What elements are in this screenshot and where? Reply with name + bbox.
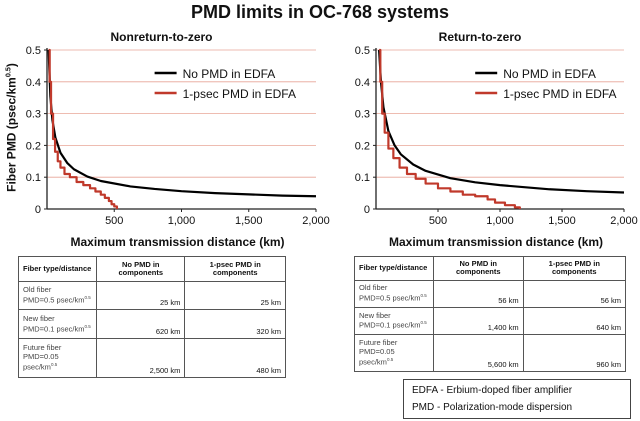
fiber-pmd: PMD=0.1 psec/km0.5	[23, 323, 91, 333]
x-tick-label: 1,000	[486, 215, 514, 227]
chart-title: Return-to-zero	[439, 30, 522, 44]
y-tick-label: 0.3	[26, 109, 41, 121]
table-cell: 640 km	[522, 306, 627, 335]
x-tick-label: 1,000	[168, 215, 196, 227]
y-tick-label: 0.2	[26, 140, 41, 152]
legend-label: 1-psec PMD in EDFA	[183, 87, 296, 101]
table-row: New fiber PMD=0.1 psec/km0.5 620 km 320 …	[17, 309, 286, 340]
table-nrz: Fiber type/distance No PMD in components…	[17, 256, 286, 378]
table-cell: 56 km	[522, 279, 627, 308]
legend-label: 1-psec PMD in EDFA	[503, 87, 616, 101]
y-tick-label: 0.3	[355, 109, 370, 121]
table-cell: 5,600 km	[432, 333, 524, 373]
y-tick-label: 0.1	[355, 172, 370, 184]
fiber-pmd: PMD=0.5 psec/km0.5	[359, 293, 427, 303]
x-tick-label: 2,000	[610, 215, 638, 227]
table-header-cell: 1-psec PMD in components	[522, 256, 627, 281]
fiber-pmd: PMD=0.5 psec/km0.5	[23, 294, 91, 305]
table-cell: 56 km	[432, 279, 524, 308]
chart-title: Nonreturn-to-zero	[111, 30, 213, 44]
table-rz: Fiber type/distance No PMD in components…	[354, 256, 627, 373]
fiber-pmd: PMD=0.1 psec/km0.5	[359, 320, 427, 330]
table-row: New fiber PMD=0.1 psec/km0.5 1,400 km 64…	[354, 306, 627, 335]
series-line-1psec-pmd	[379, 48, 521, 209]
y-tick-label: 0.5	[26, 45, 41, 57]
table-row: Future fiber PMD=0.05 psec/km0.5 2,500 k…	[17, 338, 286, 378]
table-header-row: Fiber type/distance No PMD in components…	[17, 256, 286, 282]
table-row: Old fiber PMD=0.5 psec/km0.5 25 km 25 km	[17, 280, 286, 311]
series-line-1psec-pmd	[48, 48, 119, 209]
page-title: PMD limits in OC-768 systems	[190, 2, 450, 22]
y-tick-label: 0	[35, 204, 41, 216]
abbreviation-edfa: EDFA - Erbium-doped fiber amplifier	[412, 385, 573, 396]
table-row-label: Future fiber PMD=0.05 psec/km0.5	[17, 338, 98, 378]
x-axis-label: Maximum transmission distance (km)	[389, 235, 603, 249]
table-cell: 480 km	[184, 338, 286, 378]
table-header-cell: No PMD in components	[432, 256, 524, 281]
x-tick-label: 500	[105, 215, 123, 227]
fiber-type: Old fiber	[23, 285, 52, 295]
table-header-cell: Fiber type/distance	[17, 256, 98, 282]
fiber-type: New fiber	[23, 313, 55, 323]
fiber-type: Old fiber	[359, 283, 388, 293]
fiber-type: Future fiber	[23, 343, 62, 353]
table-row: Future fiber PMD=0.05 psec/km0.5 5,600 k…	[354, 333, 627, 373]
chart-rz: Return-to-zero 0 0.1 0.2 0.3 0.4 0.5 500 1,000 1,…	[355, 30, 638, 249]
x-tick-label: 1,500	[548, 215, 576, 227]
chart-nrz: Nonreturn-to-zero 0 0.1 0.2 0.3 0.4 0.5 500 1,00…	[26, 30, 330, 249]
table-row-label: Future fiber PMD=0.05 psec/km0.5	[354, 333, 434, 373]
y-tick-label: 0.5	[355, 45, 370, 57]
table-header-cell: No PMD in components	[96, 256, 186, 282]
table-cell: 1,400 km	[432, 306, 524, 335]
legend-label: No PMD in EDFA	[183, 67, 276, 81]
legend-label: No PMD in EDFA	[503, 67, 596, 81]
table-row-label: New fiber PMD=0.1 psec/km0.5	[354, 306, 434, 335]
table-row-label: Old fiber PMD=0.5 psec/km0.5	[354, 279, 434, 308]
fiber-pmd: PMD=0.05 psec/km0.5	[359, 346, 395, 367]
table-cell: 2,500 km	[96, 338, 186, 378]
abbreviations-box: EDFA - Erbium-doped fiber amplifier PMD …	[403, 379, 631, 419]
table-header-cell: Fiber type/distance	[354, 256, 434, 281]
x-axis-label: Maximum transmission distance (km)	[70, 235, 284, 249]
y-tick-label: 0.4	[26, 77, 41, 89]
fiber-pmd: PMD=0.05 psec/km0.5	[23, 351, 59, 372]
charts-area: Nonreturn-to-zero 0 0.1 0.2 0.3 0.4 0.5 500 1,00…	[26, 30, 638, 249]
table-header-row: Fiber type/distance No PMD in components…	[354, 256, 627, 281]
table-cell: 25 km	[96, 280, 186, 311]
y-tick-label: 0	[364, 204, 370, 216]
series-line-no-pmd	[378, 49, 625, 194]
abbreviation-pmd: PMD - Polarization-mode dispersion	[412, 402, 573, 413]
table-row-label: Old fiber PMD=0.5 psec/km0.5	[17, 280, 98, 311]
table-header-cell: 1-psec PMD in components	[184, 256, 286, 282]
table-row: Old fiber PMD=0.5 psec/km0.5 56 km 56 km	[354, 279, 627, 308]
table-cell: 620 km	[96, 309, 186, 340]
x-tick-label: 500	[429, 215, 447, 227]
x-tick-label: 1,500	[235, 215, 263, 227]
table-cell: 320 km	[184, 309, 286, 340]
table-cell: 25 km	[184, 280, 286, 311]
y-tick-label: 0.1	[26, 172, 41, 184]
fiber-type: Future fiber	[359, 338, 398, 348]
x-tick-label: 2,000	[302, 215, 330, 227]
y-tick-label: 0.4	[355, 77, 370, 89]
table-cell: 960 km	[522, 333, 627, 373]
table-row-label: New fiber PMD=0.1 psec/km0.5	[17, 309, 98, 340]
fiber-type: New fiber	[359, 310, 391, 320]
y-tick-label: 0.2	[355, 140, 370, 152]
